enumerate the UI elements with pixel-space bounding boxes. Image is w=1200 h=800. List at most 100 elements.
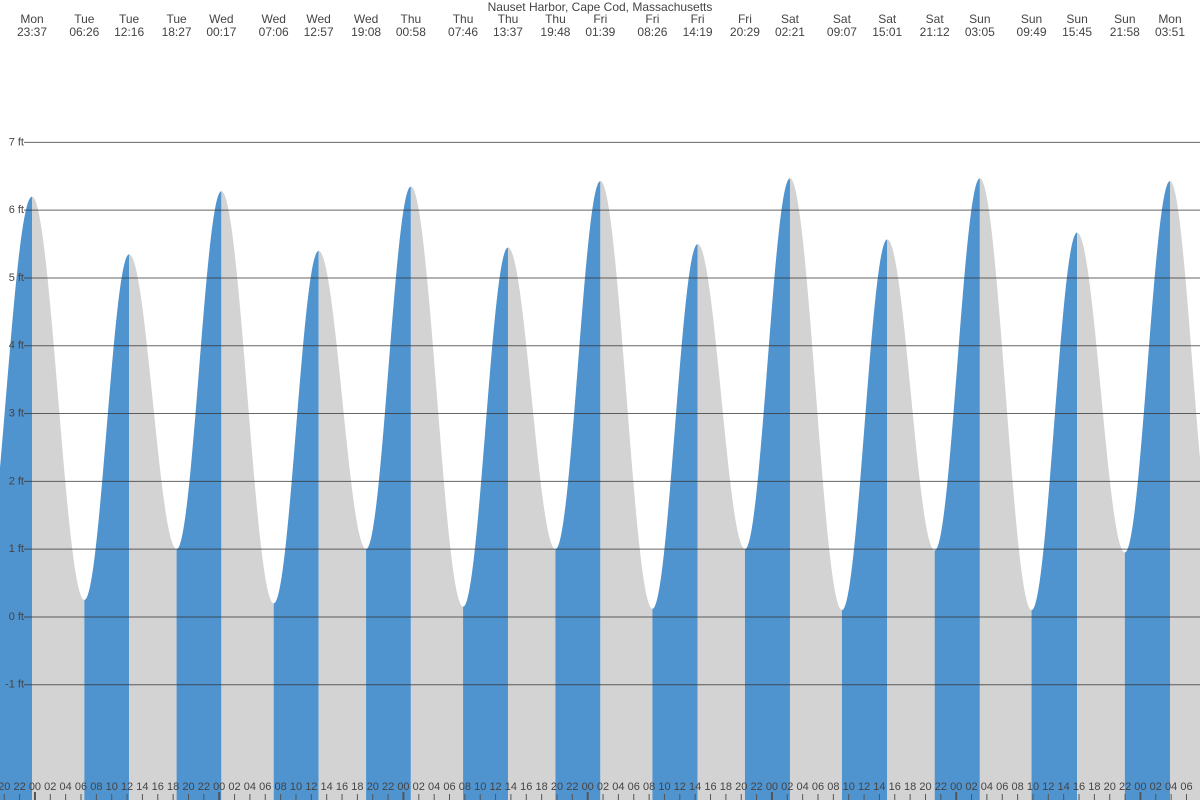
hour-label: 20 [0,781,10,793]
hour-label: 06 [996,781,1008,793]
extreme-time: 09:07 [827,25,857,39]
falling-tide [789,178,842,800]
hour-label: 00 [1134,781,1146,793]
hour-label: 04 [797,781,809,793]
rising-tide [744,178,790,800]
extreme-day: Mon [20,12,43,26]
extreme-time: 12:16 [114,25,144,39]
labels: Mon23:37Tue06:26Tue12:16Tue18:27Wed00:17… [0,12,1193,793]
rising-tide [84,254,130,800]
y-tick-label: 4 ft [9,340,24,352]
hour-label: 04 [1165,781,1177,793]
hour-label: 06 [75,781,87,793]
hour-label: 14 [321,781,333,793]
extreme-time: 07:06 [259,25,289,39]
hour-label: 04 [612,781,624,793]
extreme-time: 13:37 [493,25,523,39]
hour-label: 20 [735,781,747,793]
hour-label: 04 [981,781,993,793]
falling-tide [221,191,274,800]
y-tick-label: 5 ft [9,272,24,284]
hour-label: 14 [873,781,885,793]
extreme-time: 19:48 [540,25,570,39]
hour-label: 02 [44,781,56,793]
hour-label: 02 [1150,781,1162,793]
extreme-time: 00:17 [206,25,236,39]
falling-tide [1077,232,1125,800]
hour-label: 22 [750,781,762,793]
extreme-day: Fri [738,12,752,26]
extreme-day: Fri [593,12,607,26]
hour-label: 14 [505,781,517,793]
hour-label: 00 [29,781,41,793]
falling-tide [887,239,935,800]
hour-label: 20 [919,781,931,793]
falling-tide [507,247,556,800]
extreme-day: Wed [261,12,285,26]
rising-tide [366,186,411,800]
hour-label: 16 [889,781,901,793]
rising-tide [273,250,319,800]
hour-label: 18 [351,781,363,793]
hour-label: 08 [274,781,286,793]
rising-tide [463,247,508,800]
hour-label: 00 [766,781,778,793]
hour-label: 00 [950,781,962,793]
falling-tide [318,250,367,800]
hour-label: 14 [1058,781,1070,793]
extreme-time: 21:12 [920,25,950,39]
hour-label: 18 [720,781,732,793]
hour-label: 02 [597,781,609,793]
rising-tide [652,244,698,800]
hour-label: 04 [428,781,440,793]
extreme-day: Sat [781,12,800,26]
hour-label: 04 [244,781,256,793]
hour-label: 06 [628,781,640,793]
extreme-time: 01:39 [585,25,615,39]
extreme-time: 12:57 [304,25,334,39]
hour-label: 18 [167,781,179,793]
y-tick-label: 3 ft [9,407,24,419]
hour-label: 16 [1073,781,1085,793]
extreme-time: 07:46 [448,25,478,39]
hour-label: 22 [382,781,394,793]
hour-label: 06 [259,781,271,793]
hour-label: 18 [536,781,548,793]
hour-label: 08 [459,781,471,793]
hour-label: 12 [1042,781,1054,793]
hour-label: 22 [935,781,947,793]
hour-label: 02 [965,781,977,793]
areas [0,178,1200,800]
extreme-day: Sun [1114,12,1135,26]
hour-label: 16 [152,781,164,793]
hour-label: 12 [305,781,317,793]
hour-label: 12 [489,781,501,793]
rising-tide [1031,232,1078,800]
hour-label: 10 [1027,781,1039,793]
extreme-time: 15:45 [1062,25,1092,39]
extreme-day: Fri [645,12,659,26]
hour-label: 22 [566,781,578,793]
extreme-day: Sat [833,12,852,26]
hour-label: 22 [1119,781,1131,793]
y-tick-label: 0 ft [9,611,24,623]
grid [3,141,1200,800]
falling-tide [410,186,464,800]
extreme-day: Thu [453,12,474,26]
hour-label: 06 [443,781,455,793]
extreme-day: Wed [209,12,233,26]
extreme-time: 06:26 [69,25,99,39]
hour-label: 02 [228,781,240,793]
extreme-day: Wed [306,12,330,26]
y-tick-label: 2 ft [9,475,24,487]
hour-label: 08 [90,781,102,793]
extreme-day: Sat [878,12,897,26]
hour-label: 10 [106,781,118,793]
extreme-day: Tue [166,12,187,26]
falling-tide [979,178,1032,800]
hour-label: 20 [1104,781,1116,793]
extreme-time: 03:51 [1155,25,1185,39]
hour-label: 02 [413,781,425,793]
rising-tide [555,181,601,800]
hour-label: 00 [397,781,409,793]
